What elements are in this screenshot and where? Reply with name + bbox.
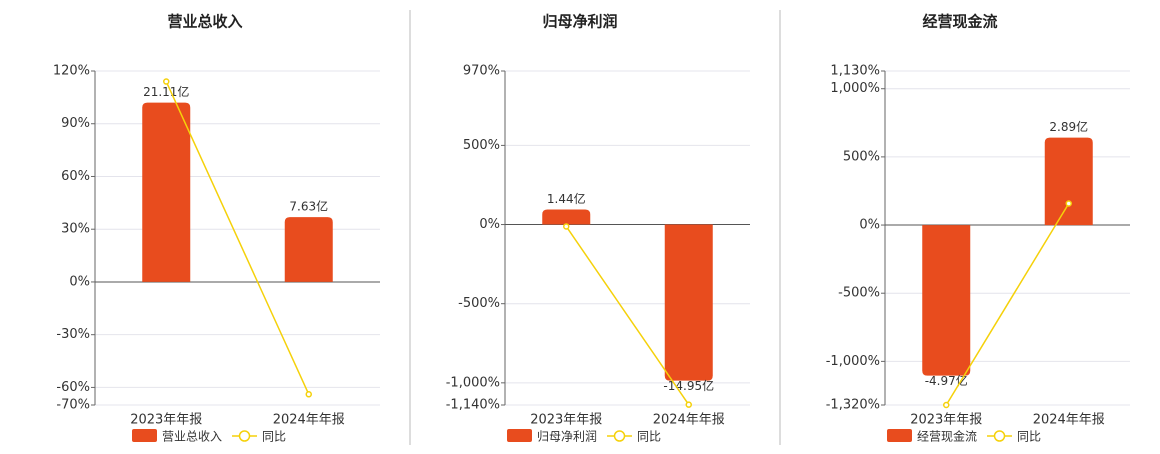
line-point — [943, 401, 950, 409]
value-label: 7.63亿 — [289, 199, 328, 214]
legend-label: 营业总收入 — [162, 430, 222, 444]
x-tick-label: 2024年年报 — [653, 413, 725, 428]
y-tick-label: -1,000% — [446, 375, 500, 390]
y-tick-label: 500% — [463, 138, 500, 153]
legend-swatch — [613, 430, 626, 442]
y-tick-label: 970% — [463, 64, 500, 79]
legend-swatch — [238, 430, 251, 442]
y-tick-label: -1,320% — [826, 398, 880, 413]
legend-swatch — [993, 430, 1006, 442]
line-point — [163, 78, 170, 85]
value-label: -14.95亿 — [663, 378, 714, 393]
value-label: 21.11亿 — [143, 84, 189, 99]
chart-title: 营业总收入 — [167, 13, 242, 31]
x-tick-label: 2023年年报 — [910, 413, 982, 428]
y-tick-label: 120% — [53, 64, 90, 79]
y-tick-label: 1,000% — [830, 81, 880, 96]
bar — [922, 225, 971, 376]
line-point — [305, 391, 312, 398]
chart-panel: 归母净利润 970% 500% 0% -500% -1,000% -1,140% 2023年年… — [446, 13, 750, 444]
value-label: -4.97亿 — [925, 373, 968, 388]
chart-panel: 经营现金流 1,130% 1,000% 500% 0% -500% -1,000% -1,32… — [826, 13, 1130, 444]
line — [165, 81, 310, 395]
bar — [142, 102, 191, 282]
x-tick-label: 2024年年报 — [273, 413, 345, 428]
y-tick-label: 1,130% — [830, 64, 880, 79]
line — [945, 203, 1070, 406]
legend-swatch — [887, 429, 912, 442]
x-tick-label: 2023年年报 — [130, 413, 202, 428]
chart-panel: 营业总收入 120% 90% 60% 30% 0% -30% -60% -70% 2023年年报 2… — [53, 13, 380, 444]
x-tick-label: 2023年年报 — [530, 413, 602, 428]
line — [565, 226, 690, 406]
bar — [284, 217, 333, 282]
x-tick-label: 2024年年报 — [1033, 413, 1105, 428]
y-tick-label: -60% — [56, 380, 90, 395]
y-tick-label: -70% — [56, 398, 90, 413]
value-label: 2.89亿 — [1049, 119, 1088, 134]
legend-label: 同比 — [262, 430, 286, 444]
y-tick-label: -500% — [838, 286, 880, 301]
bar — [1044, 137, 1093, 226]
legend-label: 归母净利润 — [537, 430, 597, 444]
line-point — [685, 401, 692, 408]
y-tick-label: 30% — [61, 222, 90, 237]
bar — [664, 224, 713, 381]
line-point — [563, 223, 570, 230]
chart-title: 经营现金流 — [922, 13, 997, 31]
legend-swatch — [507, 429, 532, 442]
line-point — [1065, 200, 1072, 207]
chart-title: 归母净利润 — [542, 13, 617, 31]
y-tick-label: -30% — [56, 327, 90, 342]
value-label: 1.44亿 — [547, 191, 586, 206]
bar — [542, 209, 591, 225]
y-tick-label: 90% — [61, 116, 90, 131]
y-tick-label: -500% — [458, 296, 500, 311]
y-tick-label: 60% — [61, 169, 90, 184]
y-tick-label: 0% — [859, 218, 880, 233]
y-tick-label: 0% — [479, 217, 500, 232]
y-tick-label: -1,140% — [446, 398, 500, 413]
y-tick-label: 500% — [843, 149, 880, 164]
legend-swatch — [132, 429, 157, 442]
legend-label: 同比 — [1017, 430, 1041, 444]
legend-label: 同比 — [637, 430, 661, 444]
legend-label: 经营现金流 — [917, 429, 977, 444]
y-tick-label: 0% — [69, 274, 90, 289]
y-tick-label: -1,000% — [826, 354, 880, 369]
